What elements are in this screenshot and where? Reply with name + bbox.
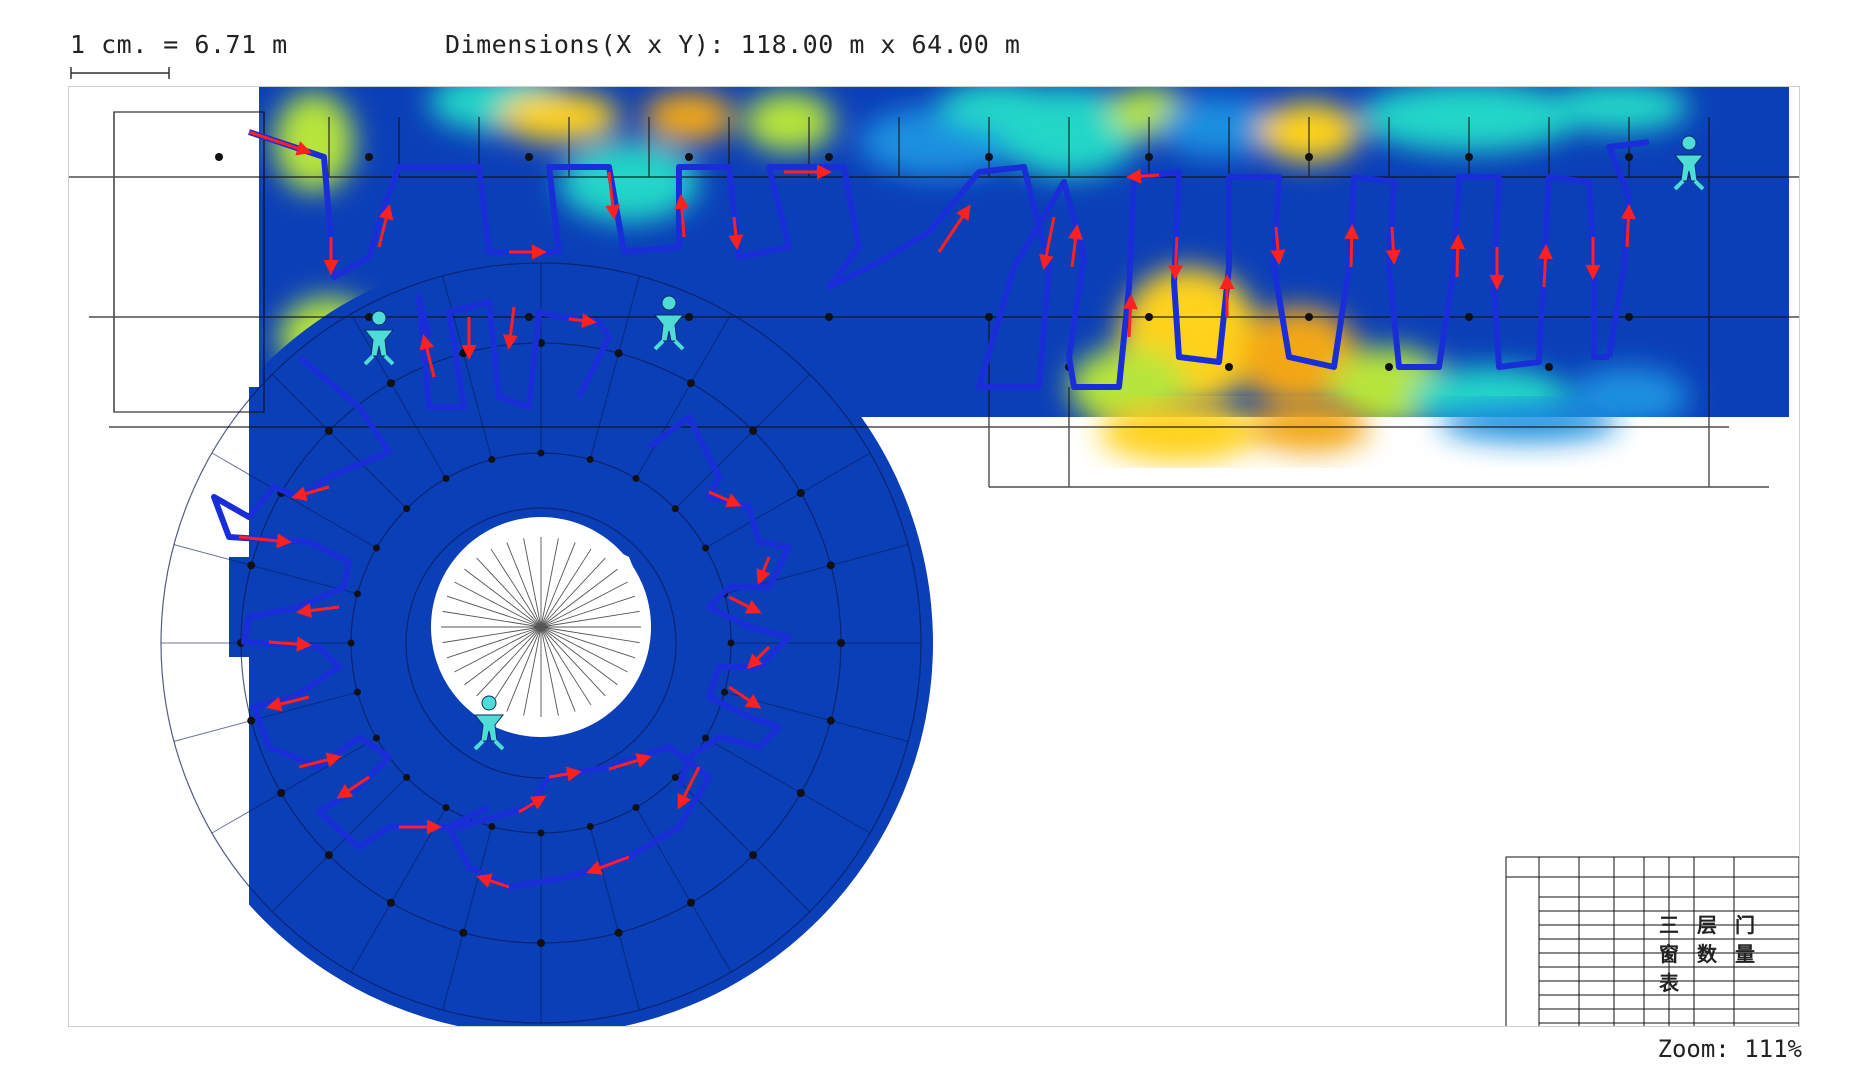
door-window-table — [1505, 856, 1799, 1026]
person-ap-icon — [1673, 135, 1705, 191]
heatmap-wing — [249, 87, 1789, 487]
door-window-table-title: 三层门窗数量表 — [1659, 913, 1773, 995]
person-ap-icon — [363, 310, 395, 366]
zoom-label: Zoom: 111% — [1657, 1035, 1803, 1063]
walk-path-arrows — [238, 130, 1636, 889]
person-ap-icon — [473, 695, 505, 751]
atrium-rays — [441, 537, 641, 717]
coverage-heatmap[interactable]: 三层门窗数量表 — [68, 86, 1800, 1027]
walk-path-wing — [248, 129, 1650, 390]
scale-label: 1 cm. = 6.71 m — [70, 30, 288, 59]
person-ap-icon — [653, 295, 685, 351]
floorplan-svg — [69, 87, 1799, 1026]
floorplan-lines — [69, 111, 1799, 488]
scale-bar — [70, 67, 170, 79]
dimensions-label: Dimensions(X x Y): 118.00 m x 64.00 m — [445, 30, 1021, 59]
walk-path-circle — [211, 294, 792, 890]
radial-columns — [237, 339, 845, 947]
column-markers — [215, 153, 1633, 371]
access-points — [363, 135, 1705, 751]
